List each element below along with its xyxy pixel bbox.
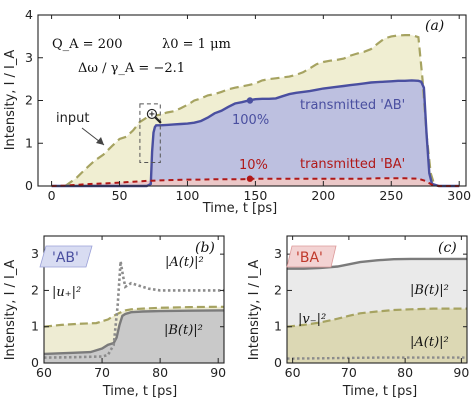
panel-c-ytick-label-1: 1: [274, 319, 282, 334]
marker-100-label: 100%: [232, 113, 269, 128]
panel-a-ytick-label-2: 2: [25, 93, 33, 108]
inset-rect: [139, 103, 161, 163]
panel-b-ylabel: Intensity, I / I_A: [3, 260, 18, 361]
panel-b-series: [43, 261, 224, 363]
magnifier-handle: [154, 116, 162, 124]
panel-b-ticks: 60 70 80 90 0 1 2 3: [31, 236, 226, 380]
panel-a-xtick-label-6: 300: [447, 188, 471, 203]
b-A-line: [43, 261, 224, 359]
panel-a-xtick-label-5: 250: [379, 188, 403, 203]
panel-a-ytick-label-3: 3: [25, 50, 33, 65]
panel-a-xtick-label-3: 150: [243, 188, 267, 203]
ba-line: [51, 177, 460, 187]
ab-area: [51, 80, 460, 186]
panel-b-frame: [43, 235, 225, 364]
panel-b-xtick-label-2: 80: [152, 365, 168, 380]
c-label-b: |B(t)|²: [410, 283, 449, 298]
c-B-line: [287, 257, 467, 270]
panel-b-ytick-label-0: 0: [31, 355, 39, 370]
c-label-v: |v₋|²: [298, 312, 326, 327]
panel-c-ylabel: Intensity, I / I_A: [247, 260, 262, 361]
panel-b-ytick-label-1: 1: [31, 319, 39, 334]
panel-a-series: [51, 34, 460, 188]
panel-b-xtick-label-1: 70: [94, 365, 110, 380]
panel-b-xtick-label-0: 60: [36, 365, 52, 380]
panel-b-xtick-label-3: 90: [210, 365, 226, 380]
ba-series-label: transmitted 'BA': [300, 157, 405, 172]
tag-ab-box: [39, 245, 93, 268]
param-lambda: λ0 = 1 μm: [162, 37, 231, 52]
panel-c-frame: [286, 235, 468, 364]
tag-ba-text: 'BA': [296, 250, 323, 266]
panel-a-ytick-label-1: 1: [25, 135, 33, 150]
b-label-a: |A(t)|²: [165, 255, 204, 270]
marker-dot-0: [246, 97, 254, 104]
b-u-line: [43, 305, 224, 328]
c-A-line: [286, 356, 467, 360]
c-v-area: [287, 308, 467, 363]
panel-a-ylabel: Intensity, I / I_A: [3, 50, 18, 151]
panel-c-xtick-label-2: 80: [397, 365, 413, 380]
tag-ba-box: [286, 245, 337, 268]
panel-a-ytick-label-0: 0: [25, 178, 33, 193]
inset-zoom-box: [139, 103, 162, 163]
panel-a-xtick-label-0: 0: [48, 188, 56, 203]
ab-line: [51, 79, 460, 188]
ab-series-label: transmitted 'AB': [300, 98, 405, 113]
panel-c-xtick-label-1: 70: [341, 365, 357, 380]
b-label-b: |B(t)|²: [164, 323, 203, 338]
c-v-line: [286, 307, 467, 328]
marker-dot-1: [246, 175, 254, 182]
panel-a-xtick-label-1: 50: [112, 188, 128, 203]
panel-c-ytick-label-0: 0: [274, 355, 282, 370]
panel-b: 60 70 80 90 0 1 2 3 'AB' (b) |u₊|² |A(t)|² |B(t…: [3, 235, 226, 399]
panel-c-xtick-label-3: 90: [453, 365, 469, 380]
panel-c-ytick-label-3: 3: [274, 246, 282, 261]
panel-a-ticks: 0 50 100 150 200 250 300 0 1 2 3 4: [25, 7, 471, 203]
param-detuning: Δω / γ_A = −2.1: [78, 61, 185, 76]
panel-a: 0 50 100 150 200 250 300 0 1 2 3 4 (a) Q_A = 200 λ0…: [3, 7, 471, 216]
panel-b-xlabel: Time, t [ps]: [102, 384, 177, 399]
panel-c: 60 70 80 90 0 1 2 3 'BA' (c) |B(t)|² |v₋|² |A(t…: [247, 235, 469, 399]
tag-ab-text: 'AB': [52, 250, 79, 266]
panel-c-ticks: 60 70 80 90 0 1 2 3: [274, 236, 469, 380]
b-label-u: |u₊|²: [52, 285, 81, 300]
input-line: [64, 34, 436, 187]
panel-c-label: (c): [438, 240, 457, 256]
b-B-area: [44, 310, 224, 363]
panel-a-xtick-label-2: 100: [176, 188, 200, 203]
panel-b-ytick-label-3: 3: [31, 246, 39, 261]
panel-c-series: [286, 257, 467, 363]
b-B-line: [43, 309, 224, 356]
marker-10-label: 10%: [239, 158, 268, 173]
panel-c-ytick-label-2: 2: [274, 282, 282, 297]
panel-c-xlabel: Time, t [ps]: [342, 384, 417, 399]
panel-c-xtick-label-0: 60: [285, 365, 301, 380]
input-label: input: [56, 111, 89, 126]
input-arrowhead: [96, 137, 104, 145]
panel-b-label: (b): [195, 240, 215, 256]
panel-a-ytick-label-4: 4: [25, 7, 33, 22]
c-label-a: |A(t)|²: [410, 335, 449, 350]
panel-b-ytick-label-2: 2: [31, 282, 39, 297]
panel-a-xlabel: Time, t [ps]: [202, 201, 277, 216]
panel-a-xtick-label-4: 200: [311, 188, 335, 203]
param-q: Q_A = 200: [52, 37, 123, 52]
panel-a-label: (a): [425, 18, 444, 34]
